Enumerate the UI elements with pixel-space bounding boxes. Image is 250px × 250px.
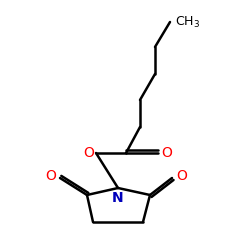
Text: N: N: [112, 191, 124, 205]
Text: O: O: [83, 146, 94, 160]
Text: O: O: [45, 169, 56, 183]
Text: O: O: [176, 169, 187, 183]
Text: CH$_3$: CH$_3$: [175, 14, 200, 30]
Text: O: O: [161, 146, 172, 160]
